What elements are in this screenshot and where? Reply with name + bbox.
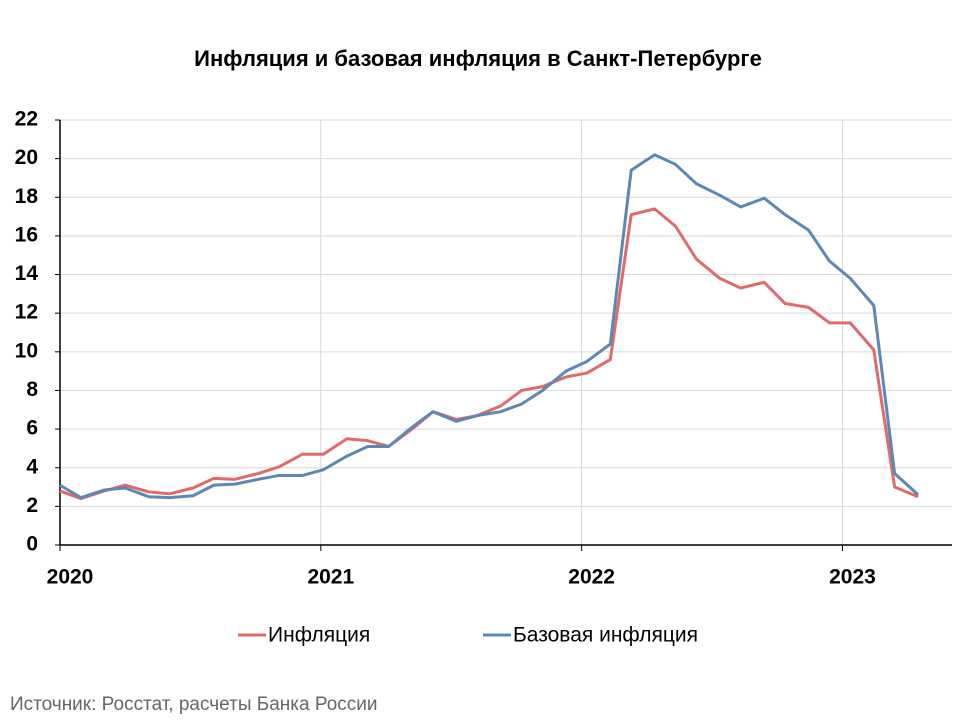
- y-tick-label: 6: [26, 417, 38, 440]
- y-tick-label: 14: [15, 262, 39, 285]
- y-tick-label: 12: [15, 301, 38, 324]
- y-tick-label: 2: [26, 494, 38, 517]
- y-tick-label: 16: [15, 223, 38, 246]
- x-tick-label: 2023: [829, 566, 876, 589]
- legend-label: Базовая инфляция: [513, 624, 698, 647]
- line: [59, 207, 919, 501]
- y-tick-label: 10: [15, 339, 38, 362]
- legend-label: Инфляция: [268, 624, 370, 647]
- line: [59, 153, 920, 500]
- y-tick-label: 4: [26, 455, 38, 478]
- y-tick-label: 18: [15, 185, 39, 208]
- x-tick-label: 2021: [307, 566, 354, 589]
- y-tick-label: 20: [15, 146, 38, 169]
- y-tick-label: 22: [15, 108, 38, 131]
- x-tick-label: 2022: [568, 566, 615, 589]
- x-tick-label: 2020: [47, 566, 94, 589]
- source: Источник: Росстат, расчеты Банка России: [10, 694, 378, 715]
- y-tick-label: 8: [26, 378, 38, 401]
- y-tick-label: 0: [26, 533, 38, 556]
- chart-title: Инфляция и базовая инфляция в Санкт-Пете…: [194, 46, 762, 71]
